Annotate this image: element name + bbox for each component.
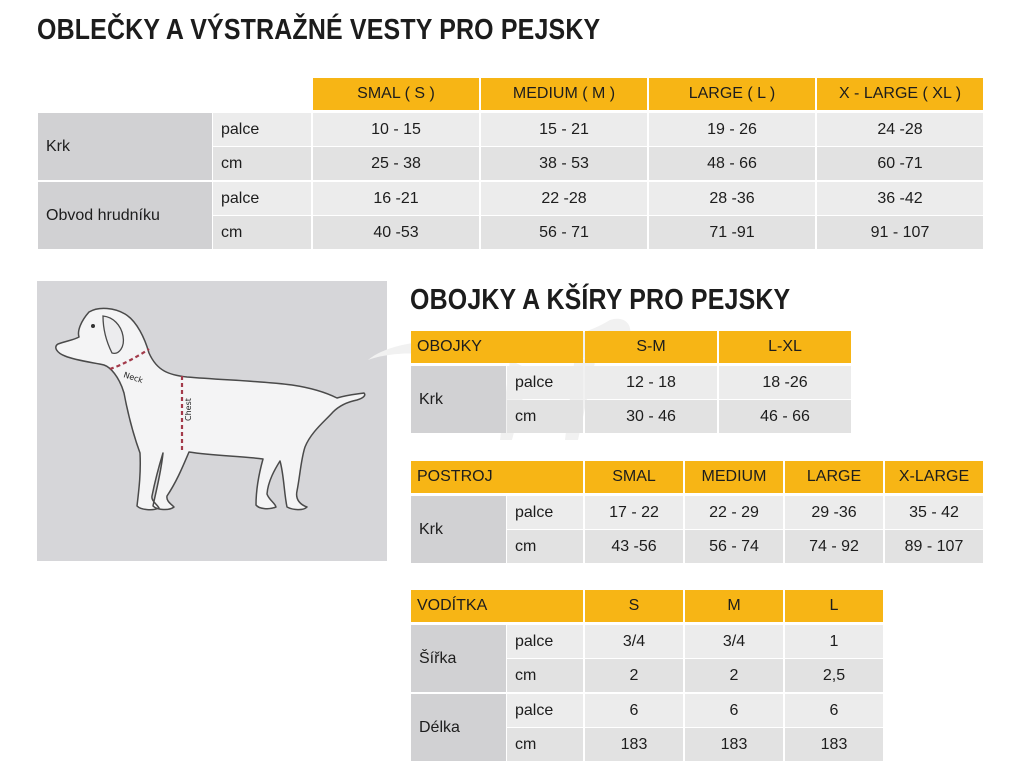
size-value: 183 (685, 728, 783, 761)
column-header: MEDIUM (685, 461, 783, 493)
size-value: 6 (685, 694, 783, 727)
unit-label: palce (507, 625, 583, 658)
column-header: S-M (585, 331, 717, 363)
size-value: 2,5 (785, 659, 883, 692)
unit-label: cm (213, 216, 311, 249)
table-title: VODÍTKA (411, 590, 583, 622)
size-value: 183 (785, 728, 883, 761)
table-title: POSTROJ (411, 461, 583, 493)
size-value: 1 (785, 625, 883, 658)
section-title: OBOJKY A KŠÍRY PRO PEJSKY (410, 284, 791, 316)
size-value: 25 - 38 (313, 147, 479, 180)
column-header: LARGE ( L ) (649, 78, 815, 110)
size-value: 183 (585, 728, 683, 761)
size-value: 24 -28 (817, 113, 983, 146)
dog-ear (102, 315, 125, 354)
column-header: SMAL ( S ) (313, 78, 479, 110)
page-title: OBLEČKY A VÝSTRAŽNÉ VESTY PRO PEJSKY (37, 14, 601, 46)
unit-label: cm (507, 659, 583, 692)
unit-label: palce (213, 113, 311, 146)
size-value: 30 - 46 (585, 400, 717, 433)
size-value: 29 -36 (785, 496, 883, 529)
column-header: X - LARGE ( XL ) (817, 78, 983, 110)
size-value: 48 - 66 (649, 147, 815, 180)
size-value: 15 - 21 (481, 113, 647, 146)
dog-silhouette (55, 307, 366, 511)
unit-label: palce (213, 182, 311, 215)
column-header: L (785, 590, 883, 622)
row-group-label: Krk (38, 113, 212, 180)
column-header: X-LARGE (885, 461, 983, 493)
size-value: 38 - 53 (481, 147, 647, 180)
table-title: OBOJKY (411, 331, 583, 363)
size-value: 3/4 (685, 625, 783, 658)
size-value: 6 (585, 694, 683, 727)
size-value: 56 - 74 (685, 530, 783, 563)
size-value: 22 -28 (481, 182, 647, 215)
row-group-label: Délka (411, 694, 506, 761)
neck-measure-line (109, 348, 150, 371)
size-value: 35 - 42 (885, 496, 983, 529)
size-value: 91 - 107 (817, 216, 983, 249)
unit-label: palce (507, 366, 583, 399)
chest-label: Chest (184, 398, 193, 421)
size-value: 2 (585, 659, 683, 692)
row-group-label: Šířka (411, 625, 506, 692)
size-value: 19 - 26 (649, 113, 815, 146)
dog-measurement-illustration: Neck Chest (37, 281, 387, 561)
size-value: 17 - 22 (585, 496, 683, 529)
size-value: 2 (685, 659, 783, 692)
unit-label: cm (507, 530, 583, 563)
column-header: M (685, 590, 783, 622)
column-header: SMAL (585, 461, 683, 493)
unit-label: palce (507, 496, 583, 529)
size-value: 12 - 18 (585, 366, 717, 399)
size-value: 56 - 71 (481, 216, 647, 249)
size-value: 6 (785, 694, 883, 727)
size-value: 18 -26 (719, 366, 851, 399)
size-value: 74 - 92 (785, 530, 883, 563)
row-group-label: Krk (411, 496, 506, 563)
column-header: L-XL (719, 331, 851, 363)
size-value: 60 -71 (817, 147, 983, 180)
column-header: MEDIUM ( M ) (481, 78, 647, 110)
unit-label: cm (507, 728, 583, 761)
row-group-label: Krk (411, 366, 506, 433)
dog-diagram: Neck Chest (55, 307, 366, 511)
unit-label: cm (213, 147, 311, 180)
row-group-label: Obvod hrudníku (38, 182, 212, 249)
size-value: 40 -53 (313, 216, 479, 249)
size-value: 10 - 15 (313, 113, 479, 146)
size-value: 71 -91 (649, 216, 815, 249)
size-value: 43 -56 (585, 530, 683, 563)
size-value: 28 -36 (649, 182, 815, 215)
size-value: 16 -21 (313, 182, 479, 215)
size-value: 36 -42 (817, 182, 983, 215)
column-header: S (585, 590, 683, 622)
dog-eye (91, 324, 95, 328)
unit-label: palce (507, 694, 583, 727)
unit-label: cm (507, 400, 583, 433)
size-value: 89 - 107 (885, 530, 983, 563)
size-value: 46 - 66 (719, 400, 851, 433)
column-header: LARGE (785, 461, 883, 493)
size-value: 22 - 29 (685, 496, 783, 529)
size-value: 3/4 (585, 625, 683, 658)
